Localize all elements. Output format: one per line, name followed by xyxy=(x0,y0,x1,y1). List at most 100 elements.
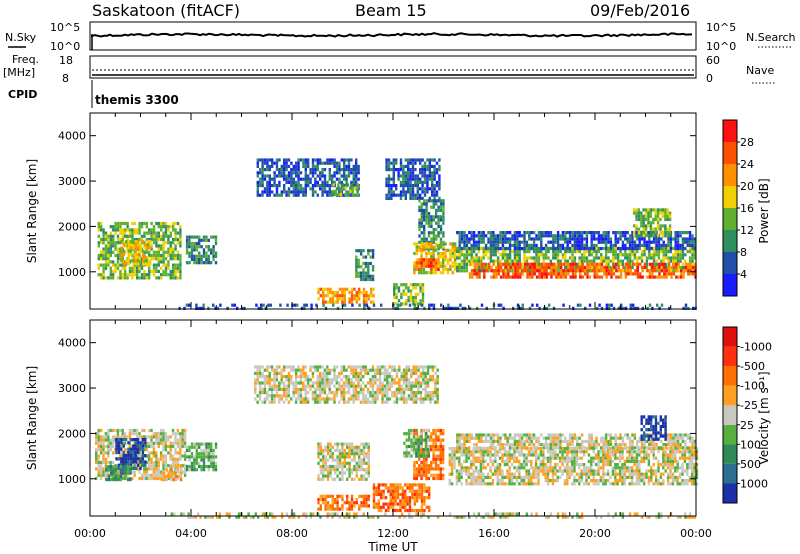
data-cell xyxy=(583,231,586,235)
data-cell xyxy=(179,441,182,445)
data-cell xyxy=(328,397,331,401)
data-cell xyxy=(605,272,608,276)
data-cell xyxy=(133,432,136,436)
data-cell xyxy=(263,378,267,382)
data-cell xyxy=(302,193,305,197)
data-cell xyxy=(121,473,124,477)
data-cell xyxy=(287,164,291,168)
data-cell xyxy=(579,272,582,276)
data-cell xyxy=(120,441,123,445)
data-cell xyxy=(292,184,295,188)
data-cell xyxy=(352,387,355,391)
data-cell xyxy=(487,269,490,273)
data-cell xyxy=(652,227,655,231)
data-cell xyxy=(311,184,315,188)
data-cell xyxy=(464,306,467,310)
data-cell xyxy=(513,250,517,254)
data-cell xyxy=(422,387,425,391)
data-cell xyxy=(416,180,419,184)
data-cell xyxy=(155,467,158,471)
data-cell xyxy=(463,243,466,247)
data-cell xyxy=(371,384,375,388)
data-cell xyxy=(423,193,427,197)
data-cell xyxy=(423,224,426,228)
data-cell xyxy=(311,171,315,175)
data-cell xyxy=(422,245,426,249)
data-cell xyxy=(323,190,327,194)
data-cell xyxy=(387,196,391,200)
data-cell xyxy=(355,271,358,275)
data-cell xyxy=(636,243,639,247)
data-cell xyxy=(436,387,439,391)
y-tick-label: 4000 xyxy=(58,130,86,143)
data-cell xyxy=(449,264,452,268)
data-cell xyxy=(95,441,98,445)
data-cell xyxy=(419,187,422,191)
data-cell xyxy=(434,261,438,265)
data-cell xyxy=(480,259,483,263)
data-cell xyxy=(437,454,440,458)
data-cell xyxy=(528,306,532,310)
data-cell xyxy=(123,432,127,436)
data-cell xyxy=(119,474,122,478)
data-cell xyxy=(303,303,306,307)
data-cell xyxy=(439,202,443,206)
data-cell xyxy=(407,394,411,398)
data-cell xyxy=(405,387,408,391)
data-cell xyxy=(468,306,472,310)
data-cell xyxy=(439,255,442,259)
data-cell xyxy=(179,266,182,270)
data-cell xyxy=(535,269,539,273)
data-cell xyxy=(302,164,305,168)
data-cell xyxy=(179,468,183,472)
data-cell xyxy=(126,234,129,238)
data-cell xyxy=(432,231,435,235)
data-cell xyxy=(661,224,665,228)
data-cell xyxy=(263,397,267,401)
data-cell xyxy=(297,168,300,172)
data-cell xyxy=(425,473,428,477)
data-cell xyxy=(174,438,177,442)
data-cell xyxy=(268,384,271,388)
data-cell xyxy=(442,221,445,225)
data-cell xyxy=(381,365,384,369)
data-cell xyxy=(347,158,351,162)
data-cell xyxy=(402,171,405,175)
data-cell xyxy=(415,432,418,436)
data-cell xyxy=(652,233,655,238)
data-cell xyxy=(648,253,651,257)
data-cell xyxy=(306,397,310,401)
data-cell xyxy=(449,258,452,262)
data-cell xyxy=(376,384,379,388)
data-cell xyxy=(412,299,415,303)
data-cell xyxy=(513,253,517,257)
data-cell xyxy=(330,378,334,382)
data-cell xyxy=(446,258,450,262)
data-cell xyxy=(511,272,515,276)
data-cell xyxy=(600,269,604,273)
data-cell xyxy=(340,371,343,375)
data-cell xyxy=(578,240,581,244)
data-cell xyxy=(614,250,617,254)
data-cell xyxy=(306,400,310,404)
data-cell xyxy=(449,248,452,252)
data-cell xyxy=(531,269,534,273)
data-cell xyxy=(145,225,148,229)
data-cell xyxy=(580,240,584,244)
data-cell xyxy=(345,400,348,404)
data-cell xyxy=(422,400,425,404)
data-cell xyxy=(176,464,180,468)
data-cell xyxy=(426,371,430,375)
data-cell xyxy=(595,246,598,250)
data-cell xyxy=(676,240,680,244)
data-cell xyxy=(616,253,620,257)
data-cell xyxy=(263,381,267,385)
data-cell xyxy=(439,242,442,246)
data-cell xyxy=(140,221,144,226)
data-cell xyxy=(176,467,180,471)
data-cell xyxy=(261,164,264,168)
data-cell xyxy=(283,174,286,178)
data-cell xyxy=(323,378,327,382)
